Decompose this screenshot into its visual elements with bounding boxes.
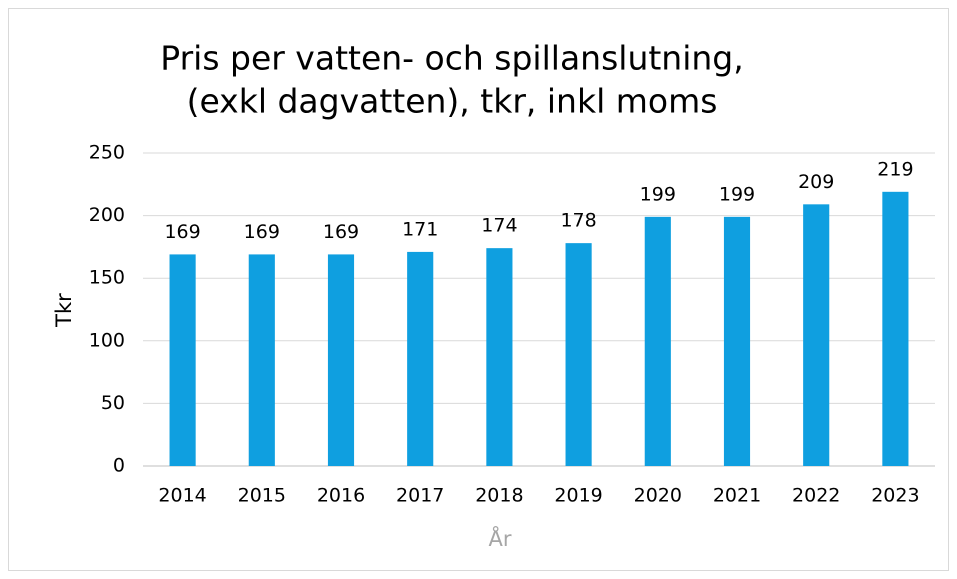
x-tick-label: 2021 [713,485,761,507]
bar [486,248,513,466]
y-tick-label: 250 [89,142,125,164]
y-tick-label: 150 [89,267,125,289]
chart-border [8,8,949,571]
y-axis-title: Tkr [52,293,76,328]
x-tick-label: 2019 [554,485,602,507]
data-label: 178 [560,210,596,232]
bar [565,243,592,466]
data-label: 219 [877,158,913,180]
bar [803,204,830,466]
x-tick-label: 2015 [238,485,286,507]
data-label: 171 [402,218,438,240]
x-tick-label: 2016 [317,485,365,507]
data-label: 209 [798,171,834,193]
data-label: 174 [481,215,517,237]
y-tick-label: 0 [113,455,125,477]
data-label: 199 [640,183,676,205]
x-tick-label: 2014 [158,485,206,507]
data-label: 169 [244,221,280,243]
bar [644,216,671,466]
bar [723,216,751,466]
x-axis-title: År [489,525,512,551]
chart-title: (exkl dagvatten), tkr, inkl moms [187,82,718,121]
bar [327,254,355,466]
data-label: 199 [719,183,755,205]
chart-title: Pris per vatten- och spillanslutning, [160,39,743,78]
y-tick-label: 100 [89,329,125,351]
x-tick-label: 2018 [475,485,523,507]
bar [169,254,196,466]
bar [407,251,434,466]
x-tick-label: 2020 [634,485,682,507]
x-tick-label: 2017 [396,485,444,507]
bar [882,191,909,466]
y-tick-label: 50 [101,392,125,414]
data-label: 169 [323,221,359,243]
x-tick-label: 2023 [871,485,919,507]
data-label: 169 [164,221,200,243]
bar [248,254,275,466]
x-tick-label: 2022 [792,485,840,507]
y-tick-label: 200 [89,204,125,226]
